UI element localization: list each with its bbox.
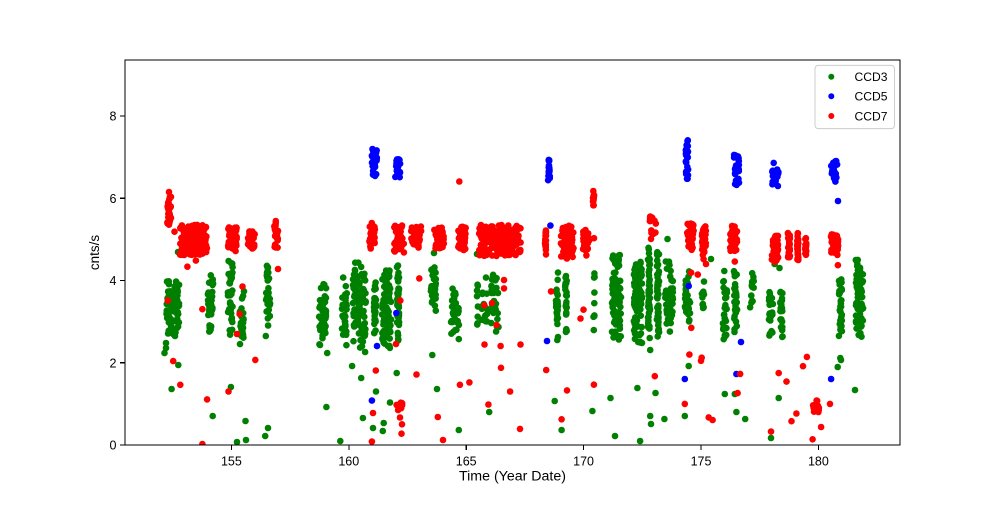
svg-text:6: 6 (110, 192, 117, 206)
svg-text:175: 175 (691, 454, 712, 468)
svg-text:CCD7: CCD7 (855, 109, 888, 123)
svg-text:170: 170 (573, 454, 594, 468)
svg-text:4: 4 (110, 274, 117, 288)
svg-text:155: 155 (221, 454, 242, 468)
svg-text:2: 2 (110, 356, 117, 370)
svg-text:165: 165 (456, 454, 477, 468)
svg-text:cnts/s: cnts/s (87, 235, 102, 271)
svg-text:0: 0 (110, 439, 117, 453)
svg-text:160: 160 (338, 454, 359, 468)
svg-text:CCD3: CCD3 (855, 70, 888, 84)
svg-text:Time (Year Date): Time (Year Date) (459, 469, 566, 485)
svg-text:180: 180 (808, 454, 829, 468)
svg-text:8: 8 (110, 110, 117, 124)
svg-text:CCD5: CCD5 (855, 90, 888, 104)
